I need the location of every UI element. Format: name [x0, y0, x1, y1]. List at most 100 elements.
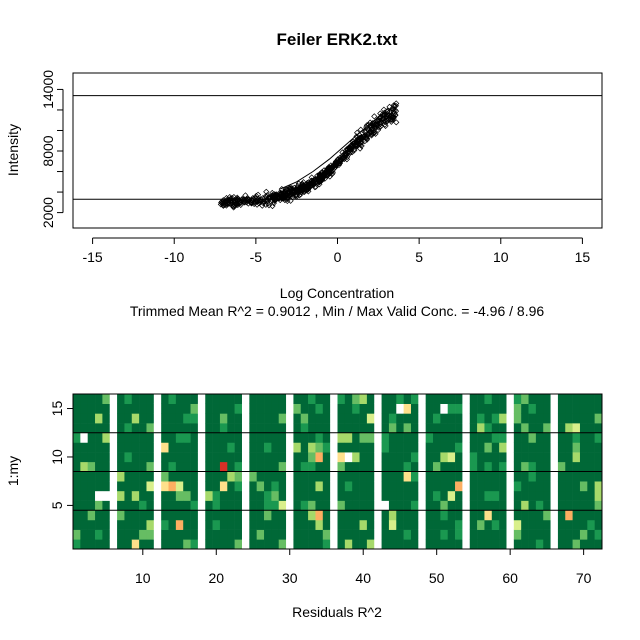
heatmap-cell: [117, 519, 125, 530]
heatmap-cell: [337, 394, 346, 404]
heatmap-cell: [433, 471, 441, 482]
heatmap-cell: [330, 452, 338, 463]
heatmap-cell: [455, 403, 463, 414]
heatmap-cell: [462, 461, 471, 472]
heatmap-cell: [124, 490, 133, 501]
heatmap-cell: [403, 442, 412, 453]
heatmap-cell: [219, 481, 228, 492]
heatmap-cell: [506, 529, 515, 540]
heatmap-cell: [535, 481, 544, 492]
heatmap-cell: [322, 490, 331, 501]
heatmap-cell: [381, 461, 390, 472]
heatmap-cell: [572, 442, 581, 453]
heatmap-cell: [477, 452, 485, 463]
heatmap-cell: [271, 394, 280, 404]
heatmap-cell: [219, 432, 228, 443]
heatmap-cell: [344, 500, 353, 511]
heatmap-cell: [396, 481, 404, 492]
heatmap-cell: [521, 471, 529, 482]
heatmap-cell: [557, 500, 566, 511]
scatter-point: [321, 175, 328, 182]
heatmap-cell: [337, 471, 346, 482]
heatmap-cell: [579, 529, 588, 540]
heatmap-cell: [587, 442, 595, 453]
heatmap-cell: [374, 403, 382, 414]
heatmap-cell: [469, 423, 478, 434]
heatmap-cell: [322, 471, 331, 482]
heatmap-cell: [477, 471, 485, 482]
heatmap-cell: [572, 510, 581, 521]
heatmap-cell: [528, 452, 537, 463]
heatmap-cell: [139, 413, 147, 424]
heatmap-cell: [80, 471, 88, 482]
heatmap-cell: [300, 403, 309, 414]
heatmap-cell: [161, 413, 169, 424]
heatmap-cell: [499, 442, 507, 453]
heatmap-cell: [410, 423, 419, 434]
heatmap-cell: [491, 394, 500, 404]
heatmap-cell: [330, 432, 338, 443]
heatmap-cell: [131, 394, 140, 404]
heatmap-cell: [535, 519, 544, 530]
heatmap-cell: [418, 423, 426, 434]
heatmap-cell: [477, 423, 485, 434]
heatmap-cell: [337, 500, 346, 511]
heatmap-cell: [388, 423, 397, 434]
heatmap-cell: [359, 452, 368, 463]
heatmap-cell: [366, 394, 375, 404]
heatmap-cell: [80, 423, 88, 434]
heatmap-cell: [543, 432, 551, 443]
heatmap-cell: [491, 442, 500, 453]
heatmap-cell: [499, 510, 507, 521]
heatmap-cell: [241, 394, 250, 404]
heatmap-cell: [73, 529, 81, 540]
heatmap-cell: [410, 403, 419, 414]
heatmap-cell: [418, 529, 426, 540]
heatmap-cell: [484, 529, 493, 540]
heatmap-cell: [73, 403, 81, 414]
heatmap-cell: [87, 471, 96, 482]
heatmap-cell: [543, 490, 551, 501]
heatmap-cell: [579, 452, 588, 463]
heatmap-cell: [337, 510, 346, 521]
heatmap-cell: [227, 539, 235, 550]
chart-subtitle: Trimmed Mean R^2 = 0.9012 , Min / Max Va…: [130, 303, 545, 319]
heatmap-cell: [433, 461, 441, 472]
heatmap-cell: [73, 461, 81, 472]
heatmap-cell: [366, 461, 375, 472]
heatmap-cell: [146, 471, 155, 482]
heatmap-cell: [286, 403, 294, 414]
heatmap-cell: [330, 394, 338, 404]
heatmap-cell: [543, 529, 551, 540]
scatter-point: [316, 181, 323, 188]
heatmap-cell: [506, 394, 515, 404]
heatmap-cell: [440, 510, 449, 521]
heatmap-cell: [175, 432, 184, 443]
heatmap-cell: [410, 471, 419, 482]
heatmap-cell: [95, 519, 103, 530]
heatmap-cell: [271, 519, 280, 530]
heatmap-cell: [513, 539, 522, 550]
heatmap-cell: [286, 519, 294, 530]
x-axis: -15 -10 -5 0 5 10 15: [82, 237, 590, 265]
heatmap-cell: [124, 500, 133, 511]
heatmap-cell: [161, 394, 169, 404]
heatmap-cell: [344, 490, 353, 501]
heatmap-cell: [293, 423, 302, 434]
heatmap-cell: [388, 413, 397, 424]
heatmap-cell: [462, 452, 471, 463]
heatmap-cell: [352, 394, 360, 404]
heatmap-cell: [513, 519, 522, 530]
scatter-point: [314, 172, 321, 179]
heatmap-cell: [264, 432, 272, 443]
heatmap-cell: [410, 500, 419, 511]
heatmap-cell: [344, 471, 353, 482]
heatmap-cell: [264, 529, 272, 540]
heatmap-cell: [330, 529, 338, 540]
heatmap-cell: [219, 529, 228, 540]
heatmap-cell: [197, 519, 206, 530]
heatmap-cell: [381, 529, 390, 540]
heatmap-cell: [440, 442, 449, 453]
heatmap-cell: [315, 403, 324, 414]
scatter-point: [381, 121, 388, 128]
